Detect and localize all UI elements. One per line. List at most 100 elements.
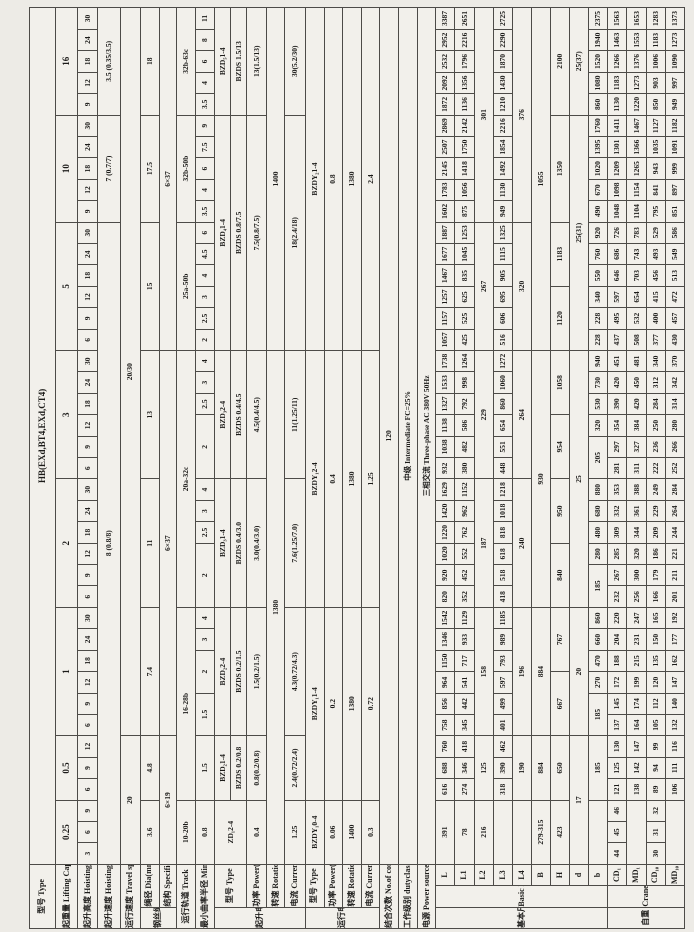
data-cell: 三相交流 Three-phase AC 380V 50Hz: [417, 7, 436, 865]
data-cell: 530: [588, 393, 608, 415]
data-cell: 884: [531, 607, 551, 736]
data-cell: 6: [77, 329, 98, 351]
data-cell: 897: [665, 179, 685, 201]
data-cell: 667: [550, 671, 570, 736]
data-cell: 1130: [493, 179, 513, 201]
data-cell: 1127: [646, 115, 666, 137]
data-cell: 30: [77, 350, 98, 372]
data-cell: 783: [626, 222, 647, 244]
data-cell: 1395: [588, 136, 608, 158]
data-cell: 46: [607, 800, 627, 822]
data-cell: 1038: [435, 436, 455, 458]
table-row: BZDS 0.2/0.8 BZDS 0.2/1.5 BZDS 0.4/3.0 BZDS…: [230, 7, 247, 929]
row-label: 基本尺寸: [435, 907, 608, 929]
data-cell: 20: [569, 607, 589, 736]
row-label: 绳径 Dia(mm): [140, 864, 160, 908]
row-label: 最小曲率半径 Min curvature radius(m): [195, 864, 215, 929]
data-cell: 179: [646, 564, 666, 586]
data-cell: 249: [646, 478, 666, 501]
data-cell: 327: [626, 436, 647, 458]
data-cell: 1253: [454, 222, 475, 244]
data-cell: 1533: [435, 371, 455, 394]
data-cell: 1020: [435, 543, 455, 565]
data-cell: 1020: [588, 157, 608, 180]
data-cell: 597: [493, 671, 513, 694]
data-cell: 480: [588, 521, 608, 544]
table-row: 起升电机 Lifting motor型号 TypeZD₁2-4BZD₂1-4BZ…: [214, 7, 306, 929]
data-cell: 188: [607, 650, 627, 672]
data-cell: 905: [493, 264, 513, 287]
data-cell: 1750: [454, 136, 475, 158]
row-label: 结合次数 No.of connecting(次): [379, 864, 399, 929]
data-cell: 2532: [435, 50, 455, 73]
data-cell: 147: [665, 671, 685, 694]
data-cell: 597: [607, 286, 627, 308]
data-cell: 1183: [646, 29, 666, 51]
data-cell: 860: [588, 607, 608, 629]
table-row: 电流 Current(A) 1.25 2.4(0.72/2.4) 4.3(0.72/4…: [284, 7, 306, 929]
data-cell: 0.06: [324, 800, 343, 865]
data-cell: 162: [665, 650, 685, 672]
table-row: H 423 650 667 767 840 950 954 1058 1120 1183 1350 21…: [550, 7, 570, 929]
row-label: 起升速度 Hoisting speed(m/min): [97, 864, 121, 929]
row-label: L4: [512, 864, 532, 886]
data-cell: 1870: [493, 50, 513, 73]
data-cell: 9: [195, 115, 215, 137]
row-label: H: [550, 864, 570, 886]
data-cell: 493: [646, 243, 666, 265]
data-cell: 267: [474, 222, 494, 351]
data-cell: 1018: [493, 500, 513, 522]
data-cell: 1045: [454, 243, 475, 265]
data-cell: 1138: [435, 414, 455, 437]
data-cell: 726: [607, 222, 627, 244]
data-cell: 1872: [435, 93, 455, 116]
data-cell: 1602: [435, 200, 455, 223]
data-cell: 495: [607, 307, 627, 330]
data-cell: 132: [665, 714, 685, 736]
data-cell: 215: [626, 650, 647, 672]
data-cell: 1055: [531, 7, 551, 351]
data-cell: 2952: [435, 29, 455, 51]
data-cell: 25(37): [569, 7, 589, 116]
data-cell: 1: [55, 607, 78, 736]
data-cell: 1.25: [361, 350, 380, 608]
data-cell: 2651: [454, 7, 475, 30]
data-cell: BZDY₁0-4: [305, 800, 325, 865]
table-row: 起重量 Lifting Capacity(t) 0.25 0.5 1 2 3 5 10 16: [55, 7, 78, 929]
data-cell: 221: [665, 543, 685, 565]
data-cell: 199: [626, 671, 647, 694]
data-cell: 0.8: [195, 800, 215, 865]
data-cell: 1150: [435, 650, 455, 672]
row-label: L1: [454, 864, 475, 886]
data-cell: 18: [77, 157, 98, 180]
table-row: 自重Crane weight (Kg)CD₁444546121125130137…: [607, 7, 685, 929]
data-cell: 361: [626, 500, 647, 522]
data-cell: 1210: [493, 93, 513, 116]
data-cell: 142: [626, 757, 647, 779]
data-cell: 18: [77, 264, 98, 287]
data-cell: 185: [588, 735, 608, 801]
data-cell: 767: [550, 607, 570, 672]
data-cell: 342: [665, 371, 685, 394]
data-cell: 24: [77, 500, 98, 522]
data-cell: 1653: [626, 7, 647, 30]
row-label: CD₁₀: [646, 864, 666, 886]
data-cell: 20/30: [120, 7, 141, 736]
data-cell: 1366: [626, 136, 647, 158]
data-cell: 760: [588, 243, 608, 265]
data-cell: 415: [646, 286, 666, 308]
data-cell: 116: [665, 735, 685, 758]
data-cell: 949: [665, 93, 685, 116]
table-row: 电源 Power source 三相交流 Three-phase AC 380V …: [417, 7, 436, 929]
data-cell: 30: [77, 607, 98, 629]
data-cell: 2100: [550, 7, 570, 116]
data-cell: 9: [77, 564, 98, 586]
data-cell: 1090: [665, 50, 685, 73]
data-cell: 586: [665, 222, 685, 244]
data-cell: 1130: [607, 93, 627, 116]
data-cell: 340: [588, 286, 608, 308]
data-cell: 353: [607, 478, 627, 501]
data-cell: 508: [626, 329, 647, 351]
data-cell: 120: [646, 671, 666, 694]
data-cell: 1380: [266, 350, 285, 865]
